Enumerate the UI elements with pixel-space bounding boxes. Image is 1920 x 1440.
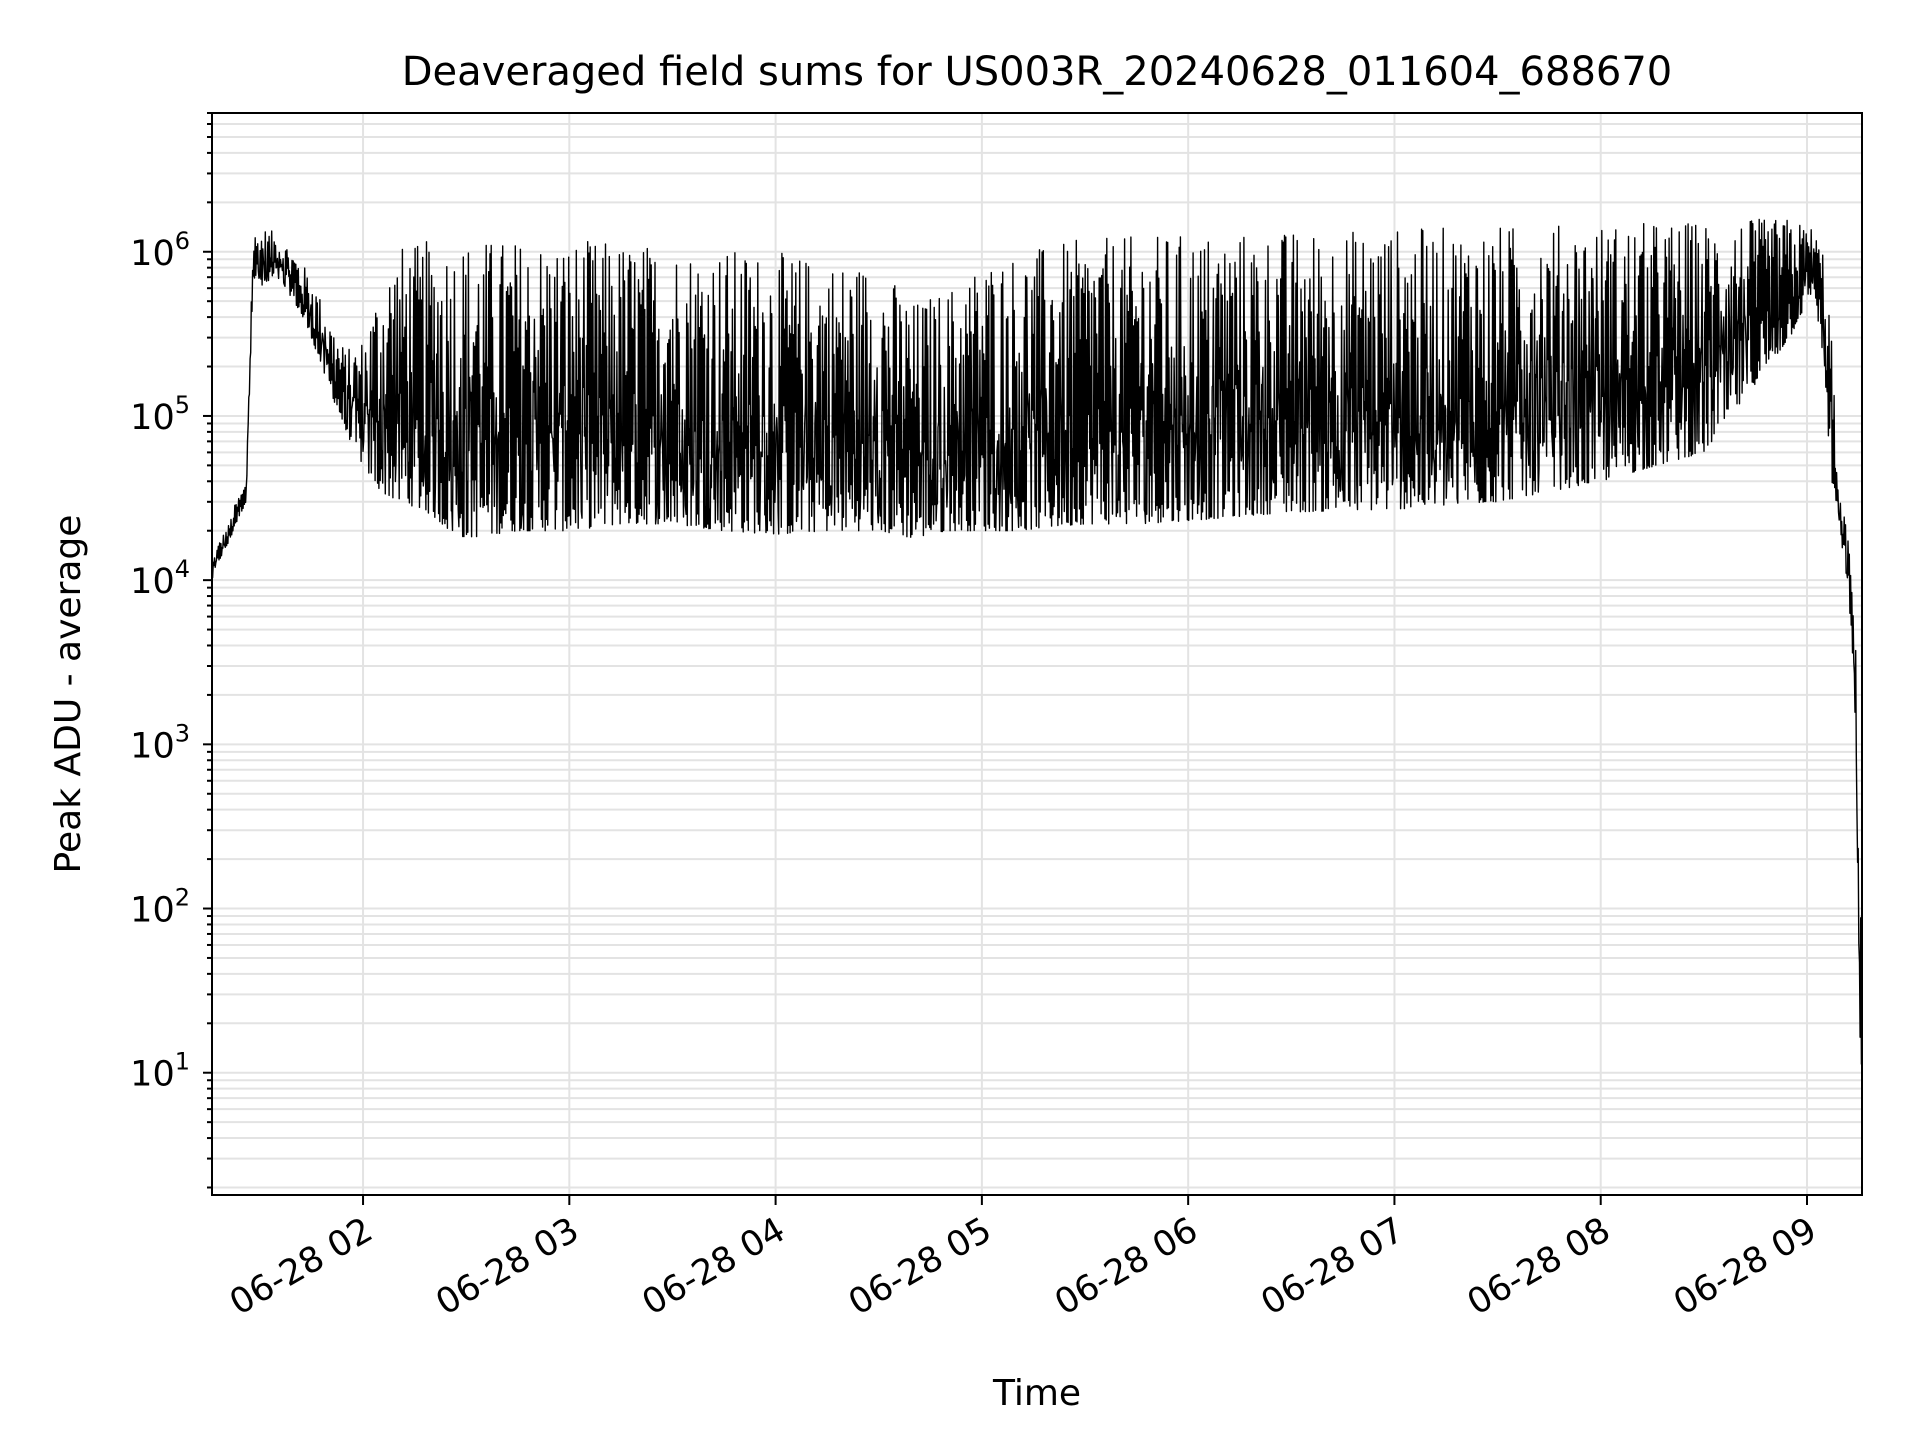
plot-frame bbox=[211, 112, 1863, 1196]
series-line bbox=[211, 218, 1863, 1065]
y-tick-label: 106 bbox=[130, 227, 190, 274]
y-tick-label: 103 bbox=[130, 719, 190, 766]
y-tick-label: 101 bbox=[130, 1048, 190, 1095]
x-axis-label: Time bbox=[992, 1373, 1081, 1414]
y-tick-label: 102 bbox=[130, 884, 190, 931]
data-series bbox=[211, 218, 1863, 1065]
y-tick-label: 105 bbox=[130, 391, 190, 438]
y-tick-label: 104 bbox=[130, 555, 190, 602]
y-axis-label: Peak ADU - average bbox=[48, 515, 89, 874]
chart-title: Deaveraged field sums for US003R_2024062… bbox=[402, 49, 1673, 95]
